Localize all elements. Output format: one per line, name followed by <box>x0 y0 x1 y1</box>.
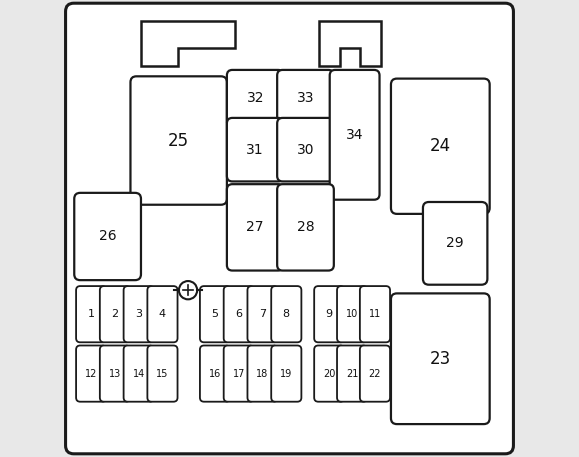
FancyBboxPatch shape <box>314 345 345 402</box>
Text: 12: 12 <box>85 369 97 378</box>
Text: 15: 15 <box>156 369 168 378</box>
Text: 28: 28 <box>296 220 314 234</box>
Text: 10: 10 <box>346 309 358 319</box>
Text: 3: 3 <box>135 309 142 319</box>
FancyBboxPatch shape <box>223 345 254 402</box>
Text: 9: 9 <box>326 309 333 319</box>
FancyBboxPatch shape <box>360 286 390 342</box>
FancyBboxPatch shape <box>227 118 284 181</box>
FancyBboxPatch shape <box>227 70 284 127</box>
FancyBboxPatch shape <box>123 286 154 342</box>
Text: 21: 21 <box>346 369 358 378</box>
FancyBboxPatch shape <box>100 286 130 342</box>
Text: 14: 14 <box>133 369 145 378</box>
Text: 1: 1 <box>87 309 94 319</box>
FancyBboxPatch shape <box>223 286 254 342</box>
FancyBboxPatch shape <box>227 184 284 271</box>
Text: 20: 20 <box>323 369 335 378</box>
FancyBboxPatch shape <box>65 3 514 454</box>
Text: 16: 16 <box>209 369 221 378</box>
FancyBboxPatch shape <box>148 286 178 342</box>
FancyBboxPatch shape <box>148 345 178 402</box>
Polygon shape <box>141 21 234 66</box>
FancyBboxPatch shape <box>74 193 141 280</box>
Text: 8: 8 <box>283 309 290 319</box>
Text: 11: 11 <box>369 309 381 319</box>
FancyBboxPatch shape <box>314 286 345 342</box>
Text: 19: 19 <box>280 369 292 378</box>
Text: 23: 23 <box>430 350 451 368</box>
Polygon shape <box>319 21 381 66</box>
Text: 29: 29 <box>446 236 464 250</box>
Text: 26: 26 <box>99 229 116 244</box>
FancyBboxPatch shape <box>130 76 227 205</box>
Text: 32: 32 <box>247 91 264 105</box>
FancyBboxPatch shape <box>200 345 230 402</box>
FancyBboxPatch shape <box>76 345 106 402</box>
FancyBboxPatch shape <box>271 345 302 402</box>
Text: 6: 6 <box>235 309 242 319</box>
Text: 31: 31 <box>247 143 264 157</box>
Text: 2: 2 <box>111 309 119 319</box>
Text: 13: 13 <box>109 369 121 378</box>
Text: 34: 34 <box>346 128 364 142</box>
Text: 27: 27 <box>247 220 264 234</box>
Text: 33: 33 <box>297 91 314 105</box>
FancyBboxPatch shape <box>423 202 488 285</box>
FancyBboxPatch shape <box>329 70 379 200</box>
Text: 25: 25 <box>168 132 189 149</box>
FancyBboxPatch shape <box>391 79 490 214</box>
FancyBboxPatch shape <box>200 286 230 342</box>
FancyBboxPatch shape <box>100 345 130 402</box>
FancyBboxPatch shape <box>337 286 367 342</box>
FancyBboxPatch shape <box>277 118 334 181</box>
Text: 30: 30 <box>297 143 314 157</box>
FancyBboxPatch shape <box>277 184 334 271</box>
FancyBboxPatch shape <box>247 286 277 342</box>
Text: 22: 22 <box>369 369 381 378</box>
FancyBboxPatch shape <box>271 286 302 342</box>
FancyBboxPatch shape <box>123 345 154 402</box>
FancyBboxPatch shape <box>360 345 390 402</box>
FancyBboxPatch shape <box>247 345 277 402</box>
FancyBboxPatch shape <box>277 70 334 127</box>
FancyBboxPatch shape <box>337 345 367 402</box>
Text: 4: 4 <box>159 309 166 319</box>
Text: 7: 7 <box>259 309 266 319</box>
Text: 17: 17 <box>233 369 245 378</box>
FancyBboxPatch shape <box>391 293 490 424</box>
Text: 18: 18 <box>256 369 269 378</box>
FancyBboxPatch shape <box>76 286 106 342</box>
Text: 24: 24 <box>430 137 451 155</box>
Text: 5: 5 <box>211 309 218 319</box>
